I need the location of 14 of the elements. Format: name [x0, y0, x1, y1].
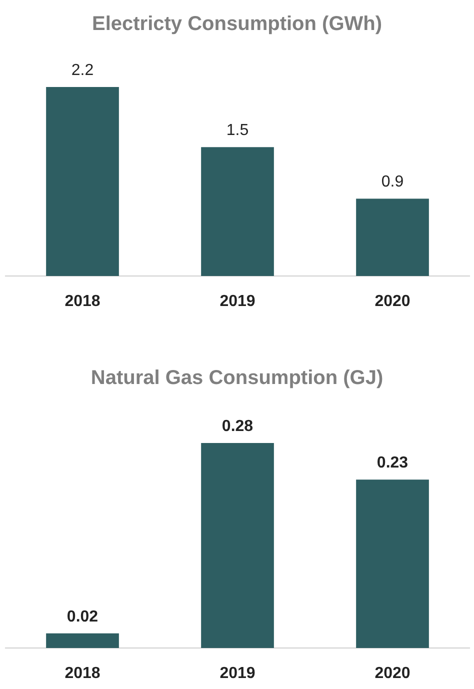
data-label: 0.9 [381, 174, 404, 191]
data-label: 0.02 [66, 608, 98, 626]
data-label: 0.28 [222, 418, 254, 435]
x-tick-label: 2019 [220, 665, 256, 682]
x-tick-label: 2018 [64, 293, 100, 310]
x-tick-label: 2019 [220, 293, 256, 310]
x-tick-label: 2018 [64, 665, 100, 682]
data-label: 2.2 [71, 62, 94, 79]
chart-title: Electricty Consumption (GWh) [92, 13, 382, 35]
data-label: 1.5 [226, 122, 249, 140]
x-tick-label: 2020 [374, 293, 410, 310]
chart-title: Natural Gas Consumption (GJ) [90, 367, 384, 389]
x-tick-label: 2020 [374, 665, 410, 682]
data-label: 0.23 [376, 454, 408, 472]
